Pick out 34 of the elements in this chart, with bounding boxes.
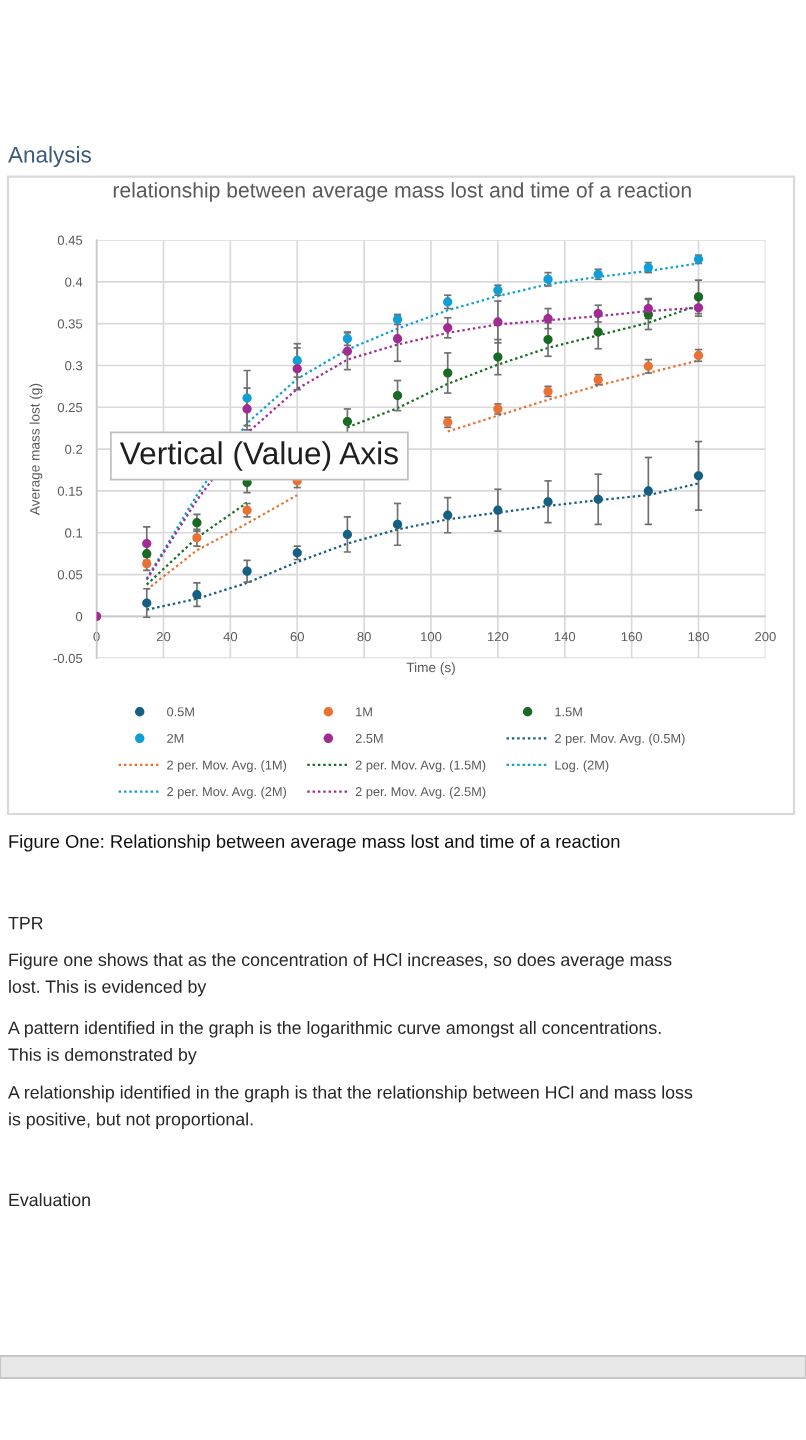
point <box>443 323 453 333</box>
point <box>142 598 152 608</box>
point <box>242 566 252 576</box>
point <box>342 416 353 427</box>
point <box>543 334 553 345</box>
point <box>543 497 553 507</box>
point <box>593 309 603 319</box>
point <box>493 352 503 362</box>
point <box>643 303 653 314</box>
point <box>242 393 252 403</box>
point <box>342 529 353 540</box>
point <box>392 519 403 529</box>
point <box>593 494 603 504</box>
text: A relationship identified in the graph is that the relationship between HCl and mass loss is positive, but not proportional. <box>8 1085 693 1130</box>
chart-title: relationship between average mass lost and time of a reaction <box>113 182 691 202</box>
point <box>643 486 653 496</box>
point <box>493 317 503 327</box>
point <box>593 327 603 337</box>
text: Evaluation <box>9 1193 90 1207</box>
point <box>443 368 453 378</box>
point <box>693 471 704 481</box>
point <box>292 355 302 366</box>
text: TPR <box>8 916 43 930</box>
point <box>392 334 403 344</box>
text: Figure one shows that as the concentration of HCl increases, so does average mass lost. This is evidenced by <box>9 953 672 997</box>
text: Figure One: Relationship between average mass lost and time of a reaction <box>9 834 620 852</box>
point <box>242 404 252 414</box>
annotation: Vertical (Value) Axis <box>119 441 398 471</box>
point <box>443 510 453 520</box>
point <box>192 590 202 600</box>
point <box>392 390 403 401</box>
text: Analysis <box>8 146 91 168</box>
point <box>493 505 503 515</box>
text: A pattern identified in the graph is the logarithmic curve amongst all concentrations. This is demonstrated by <box>8 1021 661 1065</box>
